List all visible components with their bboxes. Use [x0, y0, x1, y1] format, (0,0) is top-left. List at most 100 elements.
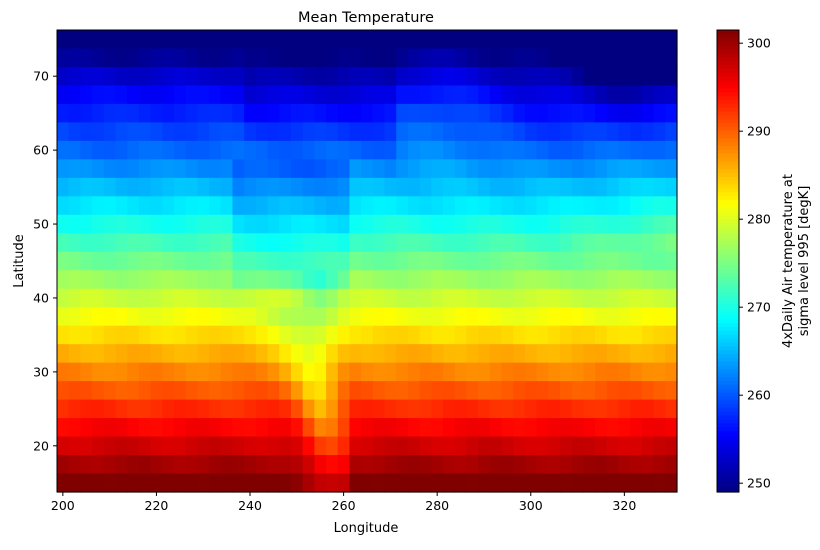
colorbar-segment — [717, 149, 739, 154]
heatmap-cell — [407, 436, 421, 456]
heatmap-cell — [665, 233, 678, 253]
heatmap-cell — [68, 214, 81, 234]
heatmap-cell — [407, 362, 421, 382]
heatmap-cell — [606, 399, 620, 419]
heatmap-cell — [92, 177, 105, 197]
heatmap-cell — [302, 455, 315, 475]
heatmap-cell — [220, 251, 234, 271]
colorbar-segment — [717, 103, 739, 108]
heatmap-cell — [665, 381, 678, 401]
heatmap-cell — [372, 436, 386, 456]
heatmap-cell — [244, 103, 257, 123]
colorbar-segment — [717, 438, 739, 443]
heatmap-cell — [209, 30, 222, 50]
heatmap-cell — [524, 177, 538, 197]
heatmap-cell — [220, 418, 234, 438]
heatmap-cell — [630, 307, 643, 327]
heatmap-cell — [396, 381, 409, 401]
heatmap-cell — [197, 270, 210, 290]
heatmap-cell — [478, 325, 491, 345]
heatmap-cell — [583, 103, 596, 123]
heatmap-cell — [396, 270, 409, 290]
heatmap-cell — [68, 30, 81, 50]
heatmap-cell — [68, 436, 81, 456]
heatmap-cell — [560, 362, 573, 382]
heatmap-cell — [57, 270, 70, 290]
heatmap-cell — [606, 362, 620, 382]
colorbar-segment — [717, 253, 739, 258]
heatmap-cell — [513, 251, 526, 271]
heatmap-cell — [314, 399, 327, 419]
heatmap-cell — [92, 307, 105, 327]
colorbar-segment — [717, 118, 739, 123]
colorbar-segment — [717, 80, 739, 85]
colorbar-segment — [717, 468, 739, 474]
heatmap-cell — [665, 159, 678, 179]
heatmap-cell — [232, 66, 245, 87]
heatmap-cell — [232, 418, 245, 438]
heatmap-cell — [384, 233, 397, 253]
heatmap-cell — [80, 362, 93, 382]
heatmap-cell — [314, 307, 327, 327]
heatmap-cell — [255, 251, 269, 271]
heatmap-cell — [489, 362, 503, 382]
heatmap-cell — [548, 455, 561, 475]
heatmap-cell — [220, 48, 234, 68]
heatmap-cell — [68, 325, 81, 345]
heatmap-cell — [384, 177, 397, 197]
heatmap-cell — [653, 103, 666, 123]
heatmap-cell — [454, 48, 468, 68]
heatmap-cell — [372, 122, 386, 142]
heatmap-cell — [501, 66, 514, 87]
heatmap-cell — [407, 251, 421, 271]
heatmap-cell — [501, 288, 514, 308]
x-tick-label: 240 — [238, 498, 262, 513]
heatmap-cell — [57, 233, 70, 253]
colorbar-segment — [717, 95, 739, 100]
heatmap-cell — [267, 30, 280, 50]
colorbar-segment — [717, 441, 739, 447]
heatmap-cell — [571, 381, 585, 401]
heatmap-cell — [513, 436, 526, 456]
heatmap-cell — [103, 307, 117, 327]
heatmap-cell — [443, 270, 456, 290]
heatmap-cell — [595, 214, 608, 234]
heatmap-cell — [267, 344, 280, 364]
heatmap-cell — [454, 66, 468, 87]
x-axis: 200 220 240 260 280 300 320 — [51, 492, 636, 513]
heatmap-cell — [209, 159, 222, 179]
heatmap-cell — [302, 66, 315, 87]
heatmap-cell — [583, 214, 596, 234]
heatmap-cell — [431, 362, 444, 382]
heatmap-cell — [630, 85, 643, 105]
heatmap-cell — [290, 30, 304, 50]
heatmap-cell — [267, 214, 280, 234]
heatmap-cell — [641, 30, 655, 50]
heatmap-cell — [162, 418, 175, 438]
heatmap-cell — [630, 177, 643, 197]
colorbar-segment — [717, 284, 739, 289]
colorbar-segment — [717, 480, 739, 485]
heatmap-cell — [606, 66, 620, 87]
heatmap-cell — [150, 307, 163, 327]
heatmap-cell — [665, 103, 678, 123]
heatmap-cell — [173, 196, 187, 216]
heatmap-cell — [68, 399, 81, 419]
heatmap-cell — [92, 436, 105, 456]
heatmap-cell — [103, 196, 117, 216]
heatmap-cell — [209, 48, 222, 68]
heatmap-cell — [454, 30, 468, 50]
heatmap-cell — [431, 85, 444, 105]
heatmap-cell — [583, 381, 596, 401]
heatmap-cell — [524, 344, 538, 364]
heatmap-cell — [255, 103, 269, 123]
heatmap-cell — [443, 307, 456, 327]
heatmap-cell — [326, 48, 339, 68]
heatmap-cell — [595, 270, 608, 290]
heatmap-cell — [220, 325, 234, 345]
colorbar-axis: 250 260 270 280 290 300 — [739, 36, 771, 491]
heatmap-cell — [138, 418, 152, 438]
heatmap-cell — [513, 418, 526, 438]
heatmap-cell — [290, 418, 304, 438]
heatmap-cell — [279, 214, 292, 234]
